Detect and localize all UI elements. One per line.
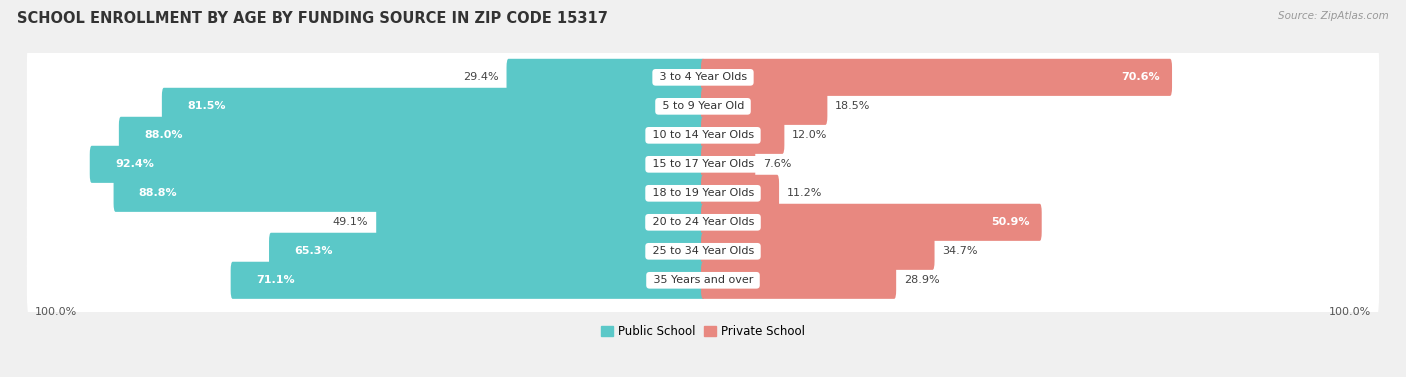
Text: 88.0%: 88.0% xyxy=(143,130,183,140)
Text: 10 to 14 Year Olds: 10 to 14 Year Olds xyxy=(648,130,758,140)
Text: 20 to 24 Year Olds: 20 to 24 Year Olds xyxy=(648,217,758,227)
Text: 100.0%: 100.0% xyxy=(1329,307,1371,317)
Text: 7.6%: 7.6% xyxy=(763,159,792,169)
FancyBboxPatch shape xyxy=(702,175,779,212)
FancyBboxPatch shape xyxy=(120,117,704,154)
Text: 25 to 34 Year Olds: 25 to 34 Year Olds xyxy=(648,246,758,256)
Text: 12.0%: 12.0% xyxy=(793,130,828,140)
Text: 11.2%: 11.2% xyxy=(787,188,823,198)
FancyBboxPatch shape xyxy=(27,29,1379,126)
Text: 65.3%: 65.3% xyxy=(294,246,333,256)
FancyBboxPatch shape xyxy=(269,233,704,270)
FancyBboxPatch shape xyxy=(90,146,704,183)
Text: 81.5%: 81.5% xyxy=(187,101,225,111)
FancyBboxPatch shape xyxy=(27,116,1379,213)
Text: 34.7%: 34.7% xyxy=(942,246,979,256)
FancyBboxPatch shape xyxy=(702,59,1173,96)
FancyBboxPatch shape xyxy=(702,88,827,125)
FancyBboxPatch shape xyxy=(27,203,1379,300)
FancyBboxPatch shape xyxy=(27,174,1379,271)
Text: 100.0%: 100.0% xyxy=(35,307,77,317)
Text: 5 to 9 Year Old: 5 to 9 Year Old xyxy=(658,101,748,111)
Text: 15 to 17 Year Olds: 15 to 17 Year Olds xyxy=(648,159,758,169)
FancyBboxPatch shape xyxy=(27,232,1379,329)
Text: 71.1%: 71.1% xyxy=(256,275,294,285)
Text: 3 to 4 Year Olds: 3 to 4 Year Olds xyxy=(655,72,751,82)
Text: 70.6%: 70.6% xyxy=(1122,72,1160,82)
Text: 49.1%: 49.1% xyxy=(333,217,368,227)
FancyBboxPatch shape xyxy=(702,233,935,270)
Legend: Public School, Private School: Public School, Private School xyxy=(596,320,810,343)
Text: 29.4%: 29.4% xyxy=(463,72,499,82)
Text: SCHOOL ENROLLMENT BY AGE BY FUNDING SOURCE IN ZIP CODE 15317: SCHOOL ENROLLMENT BY AGE BY FUNDING SOUR… xyxy=(17,11,607,26)
FancyBboxPatch shape xyxy=(702,146,755,183)
FancyBboxPatch shape xyxy=(27,87,1379,184)
Text: 35 Years and over: 35 Years and over xyxy=(650,275,756,285)
FancyBboxPatch shape xyxy=(702,262,896,299)
FancyBboxPatch shape xyxy=(27,145,1379,242)
Text: 50.9%: 50.9% xyxy=(991,217,1029,227)
FancyBboxPatch shape xyxy=(231,262,704,299)
FancyBboxPatch shape xyxy=(506,59,704,96)
Text: 88.8%: 88.8% xyxy=(139,188,177,198)
FancyBboxPatch shape xyxy=(162,88,704,125)
Text: 18.5%: 18.5% xyxy=(835,101,870,111)
Text: 92.4%: 92.4% xyxy=(115,159,153,169)
FancyBboxPatch shape xyxy=(27,58,1379,155)
FancyBboxPatch shape xyxy=(114,175,704,212)
FancyBboxPatch shape xyxy=(377,204,704,241)
Text: 28.9%: 28.9% xyxy=(904,275,939,285)
FancyBboxPatch shape xyxy=(702,117,785,154)
FancyBboxPatch shape xyxy=(702,204,1042,241)
Text: Source: ZipAtlas.com: Source: ZipAtlas.com xyxy=(1278,11,1389,21)
Text: 18 to 19 Year Olds: 18 to 19 Year Olds xyxy=(648,188,758,198)
